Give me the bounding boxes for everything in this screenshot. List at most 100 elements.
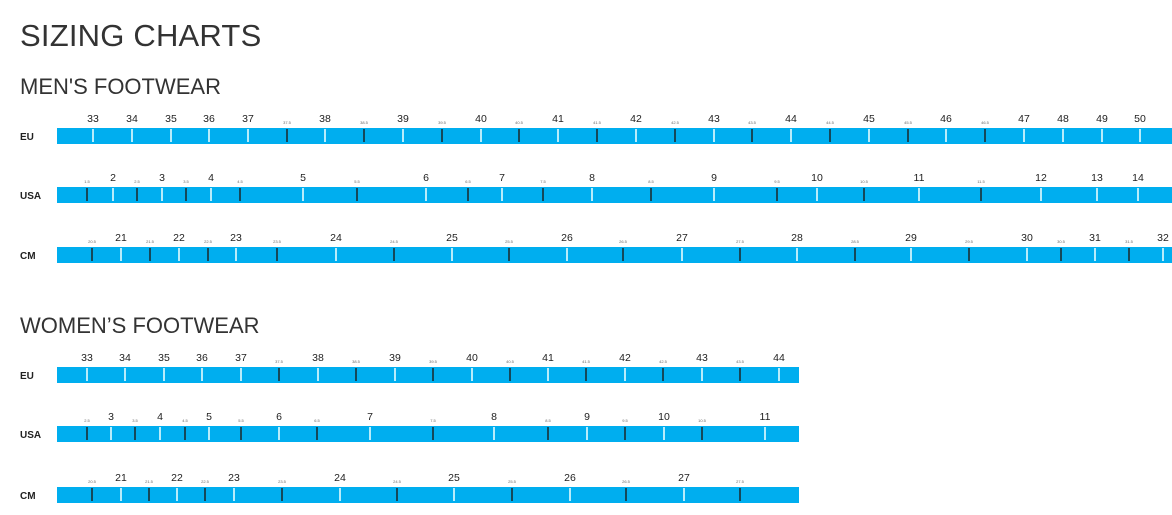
mens-cm-tick-label: 22 xyxy=(173,232,185,244)
mens-usa-tick-label: 9 xyxy=(711,172,717,184)
mens-usa-tick-label: 9.5 xyxy=(774,179,780,184)
mens-eu-tick-label: 37 xyxy=(242,113,254,125)
mens-cm-tick xyxy=(451,248,453,261)
mens-cm-tick-label: 28.5 xyxy=(851,239,859,244)
mens-eu-tick xyxy=(674,129,676,142)
mens-usa-tick xyxy=(467,188,469,201)
womens-cm-tick-label: 25 xyxy=(448,472,460,484)
mens-eu-tick-label: 34 xyxy=(126,113,138,125)
mens-usa-tick xyxy=(1137,188,1139,201)
womens-usa-tick-label: 2.5 xyxy=(84,418,90,423)
mens-usa-tick xyxy=(210,188,212,201)
womens-eu-tick xyxy=(547,368,549,381)
womens-cm-tick-label: 21 xyxy=(115,472,127,484)
mens-eu-tick-label: 43.5 xyxy=(748,120,756,125)
womens-cm-tick xyxy=(176,488,178,501)
mens-eu-tick-label: 45 xyxy=(863,113,875,125)
womens-cm-tick xyxy=(569,488,571,501)
womens-usa-tick-label: 11 xyxy=(759,411,771,423)
mens-eu-tick-label: 49 xyxy=(1096,113,1108,125)
mens-cm-tick-label: 30 xyxy=(1021,232,1033,244)
womens-cm-tick xyxy=(339,488,341,501)
mens-eu-tick-label: 40 xyxy=(475,113,487,125)
mens-usa-tick xyxy=(425,188,427,201)
mens-usa-tick-label: 11.5 xyxy=(977,179,985,184)
mens-usa-tick xyxy=(650,188,652,201)
mens-cm-tick xyxy=(796,248,798,261)
womens-eu-tick xyxy=(124,368,126,381)
mens-usa-tick xyxy=(591,188,593,201)
mens-cm-tick xyxy=(1094,248,1096,261)
womens-usa-tick xyxy=(547,427,549,440)
mens-usa-tick xyxy=(816,188,818,201)
womens-eu-tick xyxy=(278,368,280,381)
mens-cm-label: CM xyxy=(20,251,36,262)
mens-usa-tick-label: 5.5 xyxy=(354,179,360,184)
mens-usa-tick xyxy=(185,188,187,201)
womens-usa-tick xyxy=(110,427,112,440)
mens-eu-tick-label: 50 xyxy=(1134,113,1146,125)
womens-eu-ruler: 33 34 35 36 37 37.5 38 38.5 39 39.5 40 40.5 41 41.5 42… xyxy=(57,352,799,383)
mens-usa-tick xyxy=(1096,188,1098,201)
mens-eu-tick-label: 47 xyxy=(1018,113,1030,125)
mens-eu-tick-label: 45.5 xyxy=(904,120,912,125)
mens-eu-tick-label: 40.5 xyxy=(515,120,523,125)
womens-eu-tick-label: 38.5 xyxy=(352,359,360,364)
womens-usa-tick-label: 4 xyxy=(157,411,163,423)
mens-eu-tick-label: 41 xyxy=(552,113,564,125)
mens-usa-tick-label: 10 xyxy=(811,172,823,184)
womens-usa-tick xyxy=(432,427,434,440)
mens-eu-tick-label: 44 xyxy=(785,113,797,125)
mens-eu-tick-label: 38 xyxy=(319,113,331,125)
mens-eu-tick-label: 43 xyxy=(708,113,720,125)
mens-usa-tick-label: 10.5 xyxy=(860,179,868,184)
mens-eu-tick xyxy=(1101,129,1103,142)
mens-cm-tick-label: 24.5 xyxy=(390,239,398,244)
mens-usa-tick-label: 8 xyxy=(589,172,595,184)
mens-eu-tick xyxy=(713,129,715,142)
mens-eu-tick-label: 41.5 xyxy=(593,120,601,125)
mens-eu-label: EU xyxy=(20,132,34,143)
womens-eu-tick-label: 35 xyxy=(158,352,170,364)
womens-cm-tick-label: 26.5 xyxy=(622,479,630,484)
womens-cm-tick xyxy=(683,488,685,501)
mens-usa-tick-label: 7 xyxy=(499,172,505,184)
mens-cm-tick-label: 27 xyxy=(676,232,688,244)
mens-cm-tick xyxy=(207,248,209,261)
womens-eu-tick-label: 41.5 xyxy=(582,359,590,364)
womens-usa-tick xyxy=(663,427,665,440)
womens-eu-tick xyxy=(701,368,703,381)
mens-usa-tick-label: 4 xyxy=(208,172,214,184)
womens-cm-tick-label: 20.5 xyxy=(88,479,96,484)
womens-usa-tick xyxy=(208,427,210,440)
womens-eu-tick xyxy=(394,368,396,381)
womens-eu-tick-label: 43 xyxy=(696,352,708,364)
mens-usa-tick xyxy=(980,188,982,201)
womens-eu-tick xyxy=(471,368,473,381)
womens-usa-tick-label: 10.5 xyxy=(698,418,706,423)
womens-cm-tick xyxy=(739,488,741,501)
mens-usa-label: USA xyxy=(20,191,42,202)
mens-usa-tick xyxy=(161,188,163,201)
womens-usa-tick xyxy=(701,427,703,440)
womens-cm-tick-label: 22.5 xyxy=(201,479,209,484)
mens-usa-tick xyxy=(918,188,920,201)
womens-cm-tick xyxy=(120,488,122,501)
mens-cm-tick-label: 29 xyxy=(905,232,917,244)
mens-eu-tick-label: 42.5 xyxy=(671,120,679,125)
mens-usa-tick xyxy=(501,188,503,201)
mens-eu-tick xyxy=(907,129,909,142)
womens-usa-tick xyxy=(624,427,626,440)
mens-eu-tick-label: 36 xyxy=(203,113,215,125)
mens-eu-tick xyxy=(557,129,559,142)
mens-cm-tick xyxy=(968,248,970,261)
mens-eu-tick xyxy=(170,129,172,142)
mens-eu-tick-label: 42 xyxy=(630,113,642,125)
womens-eu-tick-label: 44 xyxy=(773,352,785,364)
mens-usa-tick xyxy=(239,188,241,201)
mens-usa-tick-label: 14 xyxy=(1132,172,1144,184)
mens-eu-tick xyxy=(518,129,520,142)
mens-cm-tick xyxy=(566,248,568,261)
womens-cm-tick xyxy=(281,488,283,501)
mens-cm-tick xyxy=(739,248,741,261)
